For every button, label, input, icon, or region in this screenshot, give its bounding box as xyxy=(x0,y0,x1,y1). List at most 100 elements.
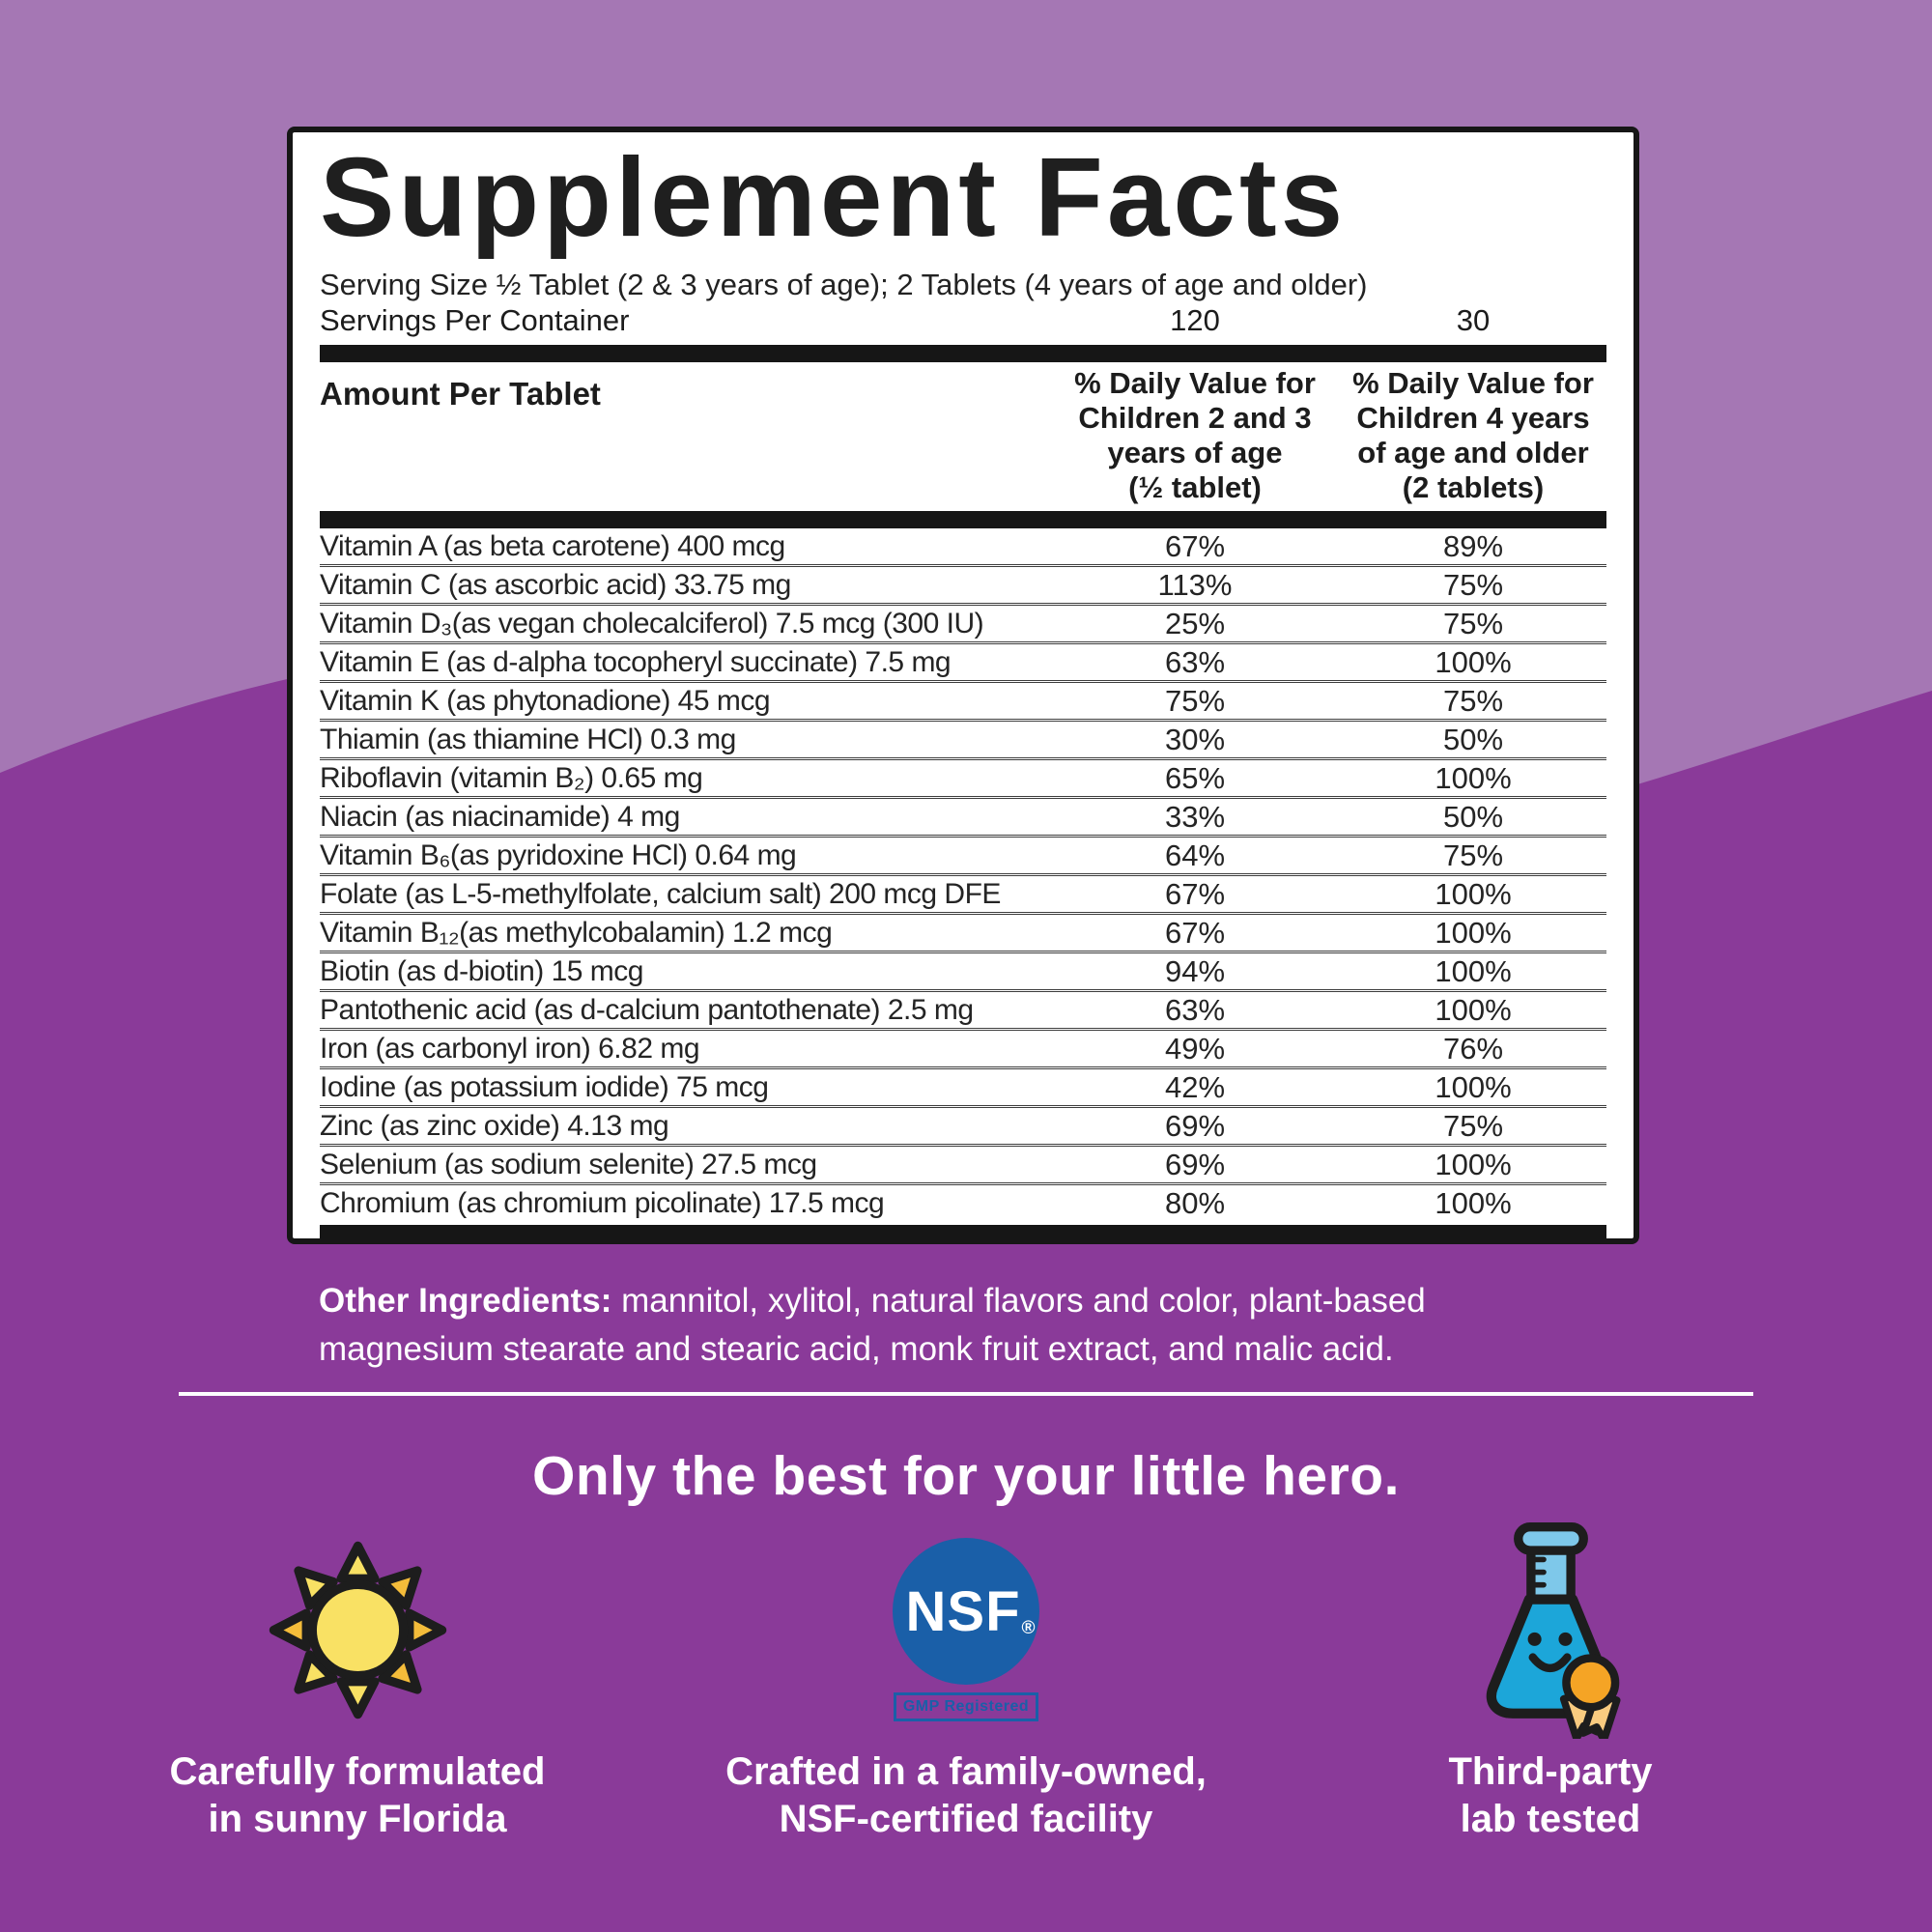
nutrient-dv-children-4-plus: 100% xyxy=(1435,644,1512,679)
other-ingredients-list: mannitol, xylitol, natural flavors and c… xyxy=(319,1282,1426,1368)
nsf-circle: NSF ® xyxy=(893,1538,1039,1685)
nutrient-dv-children-4-plus: 100% xyxy=(1435,915,1512,950)
nutrient-dv-children-4-plus: 100% xyxy=(1435,760,1512,795)
nutrient-row: Vitamin A (as beta carotene) 400 mcg 67%… xyxy=(320,528,1606,564)
section-divider-line xyxy=(179,1392,1753,1396)
feature-caption-nsf: Crafted in a family-owned, NSF-certified… xyxy=(725,1750,1207,1840)
nutrient-dv-children-4-plus: 100% xyxy=(1435,953,1512,988)
nutrient-dv-children-2-3: 75% xyxy=(1164,683,1226,718)
registered-trademark-icon: ® xyxy=(1021,1618,1036,1638)
nutrient-dv-children-2-3: 67% xyxy=(1164,528,1226,563)
nsf-gmp-registered-badge: GMP Registered xyxy=(894,1692,1038,1721)
nutrient-row: Vitamin D₃(as vegan cholecalciferol) 7.5… xyxy=(320,603,1606,641)
feature-caption-florida: Carefully formulated in sunny Florida xyxy=(169,1750,546,1840)
nutrient-dv-children-4-plus: 100% xyxy=(1435,992,1512,1027)
nutrient-dv-children-4-plus: 75% xyxy=(1442,1108,1504,1143)
nutrient-row: Biotin (as d-biotin) 15 mcg 94% 100% xyxy=(320,951,1606,989)
feature-florida: Carefully formulated in sunny Florida xyxy=(106,1519,609,1843)
nutrient-name: Vitamin A (as beta carotene) 400 mcg xyxy=(320,529,785,562)
nutrient-dv-children-2-3: 63% xyxy=(1164,644,1226,679)
nutrient-row: Selenium (as sodium selenite) 27.5 mcg 6… xyxy=(320,1144,1606,1182)
nutrient-row: Folate (as L-5-methylfolate, calcium sal… xyxy=(320,873,1606,912)
nutrient-row: Iron (as carbonyl iron) 6.82 mg 49% 76% xyxy=(320,1028,1606,1066)
nutrient-name: Vitamin B₆(as pyridoxine HCl) 0.64 mg xyxy=(320,838,797,871)
nutrient-dv-children-4-plus: 75% xyxy=(1442,683,1504,718)
table-header-row: Amount Per Tablet % Daily Value for Chil… xyxy=(320,366,1606,511)
nutrient-row: Thiamin (as thiamine HCl) 0.3 mg 30% 50% xyxy=(320,719,1606,757)
nutrient-dv-children-4-plus: 100% xyxy=(1435,1069,1512,1104)
nutrient-dv-children-4-plus: 50% xyxy=(1442,799,1504,834)
nutrient-name: Iron (as carbonyl iron) 6.82 mg xyxy=(320,1032,700,1065)
feature-caption-lab: Third-party lab tested xyxy=(1448,1750,1653,1840)
serving-size-text: Serving Size ½ Tablet (2 & 3 years of ag… xyxy=(320,268,1368,301)
daily-value-header-children-4-plus: % Daily Value for Children 4 years of ag… xyxy=(1352,366,1594,504)
tagline-heading: Only the best for your little hero. xyxy=(532,1445,1400,1507)
nutrient-row: Vitamin K (as phytonadione) 45 mcg 75% 7… xyxy=(320,680,1606,719)
nutrient-dv-children-4-plus: 89% xyxy=(1442,528,1504,563)
nutrient-dv-children-2-3: 42% xyxy=(1164,1069,1226,1104)
supplement-facts-panel: Supplement Facts Serving Size ½ Tablet (… xyxy=(287,127,1639,1244)
nutrient-dv-children-4-plus: 75% xyxy=(1442,567,1504,602)
servings-per-container-label: Servings Per Container xyxy=(320,303,630,337)
nutrient-row: Chromium (as chromium picolinate) 17.5 m… xyxy=(320,1182,1606,1221)
nutrient-dv-children-2-3: 25% xyxy=(1164,606,1226,640)
nsf-logo-text: NSF xyxy=(905,1579,1021,1643)
nutrient-dv-children-2-3: 64% xyxy=(1164,838,1226,872)
nutrient-row: Pantothenic acid (as d-calcium pantothen… xyxy=(320,989,1606,1028)
nutrient-name: Niacin (as niacinamide) 4 mg xyxy=(320,800,680,833)
sun-icon xyxy=(106,1519,609,1741)
nutrient-dv-children-2-3: 113% xyxy=(1157,567,1233,602)
feature-nsf: NSF ® GMP Registered Crafted in a family-… xyxy=(715,1519,1217,1843)
nutrient-row: Vitamin B₆(as pyridoxine HCl) 0.64 mg 64… xyxy=(320,835,1606,873)
nutrient-dv-children-2-3: 67% xyxy=(1164,876,1226,911)
nutrient-row: Riboflavin (vitamin B₂) 0.65 mg 65% 100% xyxy=(320,757,1606,796)
nutrient-row: Iodine (as potassium iodide) 75 mcg 42% … xyxy=(320,1066,1606,1105)
nutrient-name: Pantothenic acid (as d-calcium pantothen… xyxy=(320,993,974,1026)
servings-count-children-2-3: 120 xyxy=(1170,303,1220,337)
amount-per-tablet-header: Amount Per Tablet xyxy=(320,376,601,412)
nutrient-dv-children-4-plus: 75% xyxy=(1442,606,1504,640)
feature-lab: Third-party lab tested xyxy=(1299,1519,1802,1843)
nutrient-name: Vitamin E (as d-alpha tocopheryl succina… xyxy=(320,645,952,678)
other-ingredients-label: Other Ingredients: xyxy=(319,1282,622,1320)
nutrient-row: Zinc (as zinc oxide) 4.13 mg 69% 75% xyxy=(320,1105,1606,1144)
nutrient-dv-children-4-plus: 75% xyxy=(1442,838,1504,872)
daily-value-header-children-2-3: % Daily Value for Children 2 and 3 years… xyxy=(1074,366,1316,504)
nutrient-dv-children-2-3: 69% xyxy=(1164,1108,1226,1143)
nutrient-name: Folate (as L-5-methylfolate, calcium sal… xyxy=(320,877,1001,910)
nutrient-dv-children-2-3: 80% xyxy=(1164,1185,1226,1220)
thick-rule-bottom xyxy=(320,1225,1606,1242)
nsf-logo: NSF ® GMP Registered xyxy=(715,1519,1217,1741)
thick-rule-top xyxy=(320,345,1606,362)
nutrient-name: Riboflavin (vitamin B₂) 0.65 mg xyxy=(320,761,703,794)
nutrient-dv-children-2-3: 30% xyxy=(1164,722,1226,756)
nutrient-name: Thiamin (as thiamine HCl) 0.3 mg xyxy=(320,723,736,755)
nutrient-name: Iodine (as potassium iodide) 75 mcg xyxy=(320,1070,769,1103)
nutrient-dv-children-2-3: 94% xyxy=(1164,953,1226,988)
nutrient-name: Zinc (as zinc oxide) 4.13 mg xyxy=(320,1109,669,1142)
nutrient-dv-children-2-3: 63% xyxy=(1164,992,1226,1027)
nutrient-name: Vitamin D₃(as vegan cholecalciferol) 7.5… xyxy=(320,607,984,639)
nutrient-name: Vitamin C (as ascorbic acid) 33.75 mg xyxy=(320,568,791,601)
other-ingredients-text: Other Ingredients: mannitol, xylitol, na… xyxy=(319,1277,1575,1373)
servings-per-container-row: Servings Per Container 120 30 xyxy=(320,303,1606,337)
nutrient-row: Niacin (as niacinamide) 4 mg 33% 50% xyxy=(320,796,1606,835)
nutrient-dv-children-2-3: 65% xyxy=(1164,760,1226,795)
nutrient-dv-children-2-3: 69% xyxy=(1164,1147,1226,1181)
nutrient-dv-children-4-plus: 100% xyxy=(1435,876,1512,911)
nutrient-name: Chromium (as chromium picolinate) 17.5 m… xyxy=(320,1186,885,1219)
nutrient-name: Vitamin B₁₂(as methylcobalamin) 1.2 mcg xyxy=(320,916,833,949)
nutrient-dv-children-4-plus: 100% xyxy=(1435,1185,1512,1220)
flask-icon xyxy=(1299,1519,1802,1741)
nutrient-table: Vitamin A (as beta carotene) 400 mcg 67%… xyxy=(320,528,1606,1221)
nutrient-name: Vitamin K (as phytonadione) 45 mcg xyxy=(320,684,771,717)
thick-rule-middle xyxy=(320,511,1606,528)
supplement-facts-title: Supplement Facts xyxy=(320,134,1348,260)
nutrient-dv-children-2-3: 49% xyxy=(1164,1031,1226,1065)
nutrient-name: Selenium (as sodium selenite) 27.5 mcg xyxy=(320,1148,817,1180)
nutrient-dv-children-2-3: 67% xyxy=(1164,915,1226,950)
nutrient-dv-children-4-plus: 50% xyxy=(1442,722,1504,756)
nutrient-dv-children-4-plus: 100% xyxy=(1435,1147,1512,1181)
nutrient-dv-children-2-3: 33% xyxy=(1164,799,1226,834)
nutrient-row: Vitamin B₁₂(as methylcobalamin) 1.2 mcg … xyxy=(320,912,1606,951)
